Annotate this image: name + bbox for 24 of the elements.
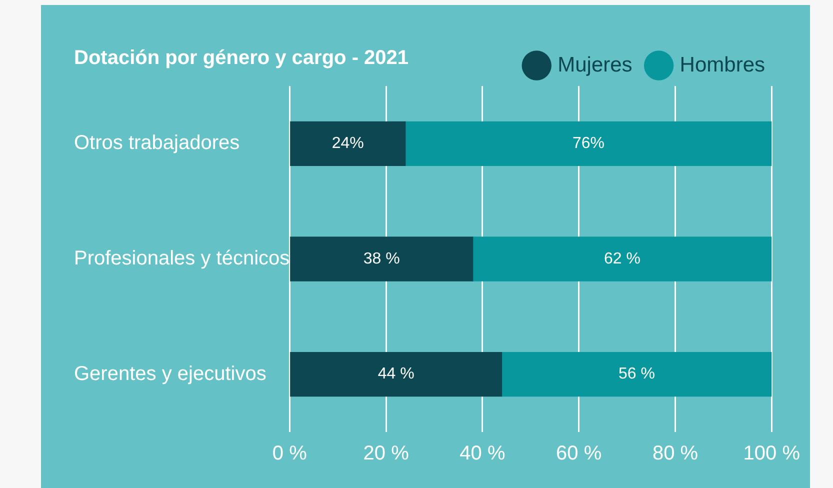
legend-label: Mujeres xyxy=(558,53,632,76)
data-label: 76% xyxy=(572,135,605,152)
data-label: 62 % xyxy=(604,250,640,268)
data-label: 38 % xyxy=(363,250,400,268)
bar xyxy=(290,352,502,397)
bar xyxy=(472,236,772,282)
x-tick-label: 40 % xyxy=(460,442,506,465)
x-tick-label: 0 % xyxy=(272,442,308,465)
bar xyxy=(290,121,406,166)
x-tick-label: 80 % xyxy=(652,442,698,465)
bar xyxy=(501,352,772,397)
x-tick-label: 20 % xyxy=(363,442,410,465)
y-tick-label: Profesionales y técnicos xyxy=(74,248,290,270)
data-label: 44 % xyxy=(378,366,414,383)
x-tick-label: 100 % xyxy=(743,442,800,465)
bar xyxy=(290,236,474,282)
x-tick-label: 60 % xyxy=(556,442,602,465)
bar xyxy=(405,121,772,166)
data-label: 56 % xyxy=(618,366,655,383)
data-label: 24% xyxy=(332,135,364,152)
y-tick-label: Gerentes y ejecutivos xyxy=(74,362,266,385)
legend-label: Hombres xyxy=(680,53,766,76)
y-tick-label: Otros trabajadores xyxy=(74,132,240,154)
chart-title: Dotación por género y cargo - 2021 xyxy=(74,47,409,70)
